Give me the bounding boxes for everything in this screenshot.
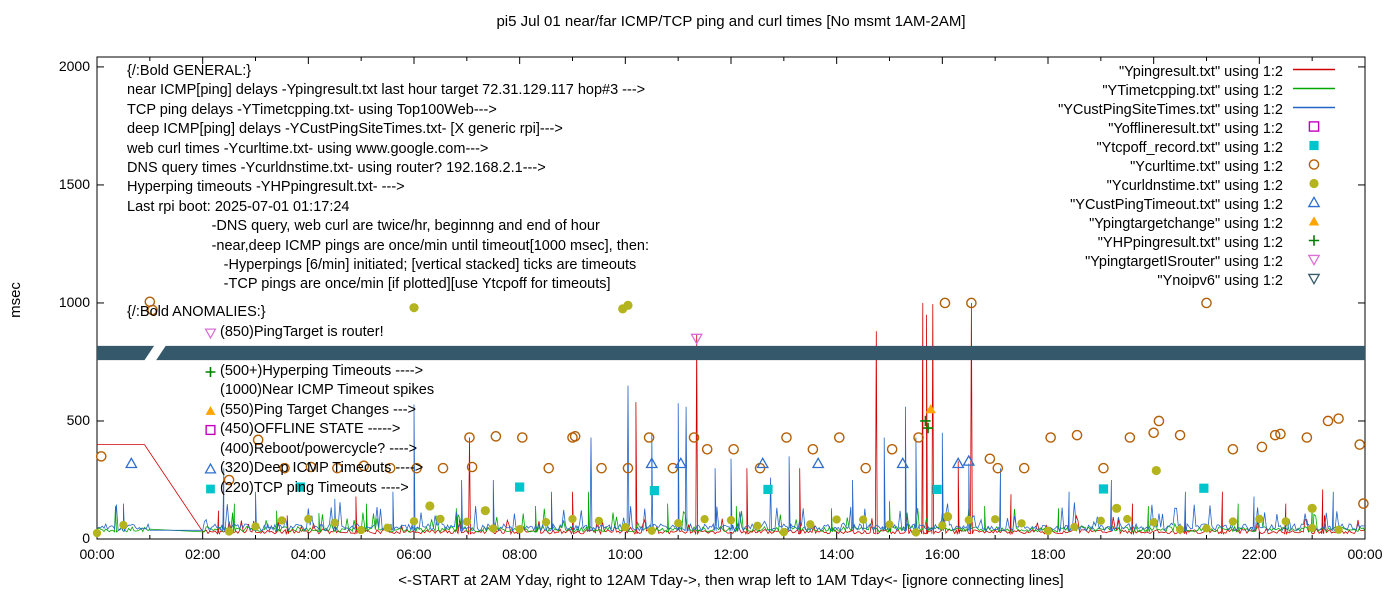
legend-entry: "Ytcpoff_record.txt" using 1:2 bbox=[1058, 138, 1336, 157]
open-square-icon bbox=[1292, 119, 1336, 138]
legend-label: "YTimetcpping.txt" using 1:2 bbox=[1102, 82, 1283, 99]
legend-entry: "YCustPingTimeout.txt" using 1:2 bbox=[1058, 195, 1336, 214]
open-up-triangle-icon bbox=[1292, 195, 1336, 214]
legend-entry: "Ypingtargetchange" using 1:2 bbox=[1058, 214, 1336, 233]
anomalies-annotations: {/:Bold ANOMALIES:} (850)PingTarget is ro… bbox=[127, 303, 434, 498]
x-axis-label: <-START at 2AM Yday, right to 12AM Tday-… bbox=[398, 572, 1064, 589]
plus-icon bbox=[1292, 233, 1336, 252]
filled-up-triangle-icon bbox=[203, 403, 220, 418]
legend-label: "Yofflineresult.txt" using 1:2 bbox=[1108, 120, 1283, 137]
open-circle-icon bbox=[1292, 157, 1336, 176]
open-up-triangle-icon bbox=[203, 461, 220, 476]
y-tick-label: 2000 bbox=[58, 57, 90, 74]
general-line: -near,deep ICMP pings are once/min until… bbox=[127, 237, 649, 254]
filled-circle-icon bbox=[1292, 176, 1336, 195]
y-tick-label: 1000 bbox=[58, 293, 90, 310]
general-line: near ICMP[ping] delays -Ypingresult.txt … bbox=[127, 82, 646, 99]
x-tick-label: 00:00 bbox=[79, 546, 115, 562]
legend-entry: "Ynoipv6" using 1:2 bbox=[1058, 271, 1336, 290]
general-line: {/:Bold GENERAL:} bbox=[127, 63, 252, 79]
open-down-triangle-icon bbox=[203, 325, 220, 340]
general-line: -TCP pings are once/min [if plotted][use… bbox=[127, 276, 611, 293]
legend-label: "Ypingtargetchange" using 1:2 bbox=[1089, 215, 1283, 232]
anomaly-row: (450)OFFLINE STATE -----> bbox=[127, 420, 434, 440]
anomaly-row: (550)Ping Target Changes ---> bbox=[127, 401, 434, 421]
line-icon bbox=[1292, 81, 1336, 100]
anomalies-header: {/:Bold ANOMALIES:} bbox=[127, 304, 266, 320]
y-tick-label: 500 bbox=[66, 411, 90, 428]
anomaly-text: (220)TCP ping Timeouts ----> bbox=[220, 479, 409, 496]
general-line: web curl times -Ycurltime.txt- using www… bbox=[127, 140, 489, 157]
plus-icon bbox=[203, 364, 220, 379]
x-tick-label: 06:00 bbox=[396, 546, 432, 562]
legend-entry: "YCustPingSiteTimes.txt" using 1:2 bbox=[1058, 100, 1336, 119]
x-tick-label: 22:00 bbox=[1241, 546, 1277, 562]
legend-entry: "YpingtargetISrouter" using 1:2 bbox=[1058, 252, 1336, 271]
x-tick-label: 02:00 bbox=[185, 546, 221, 562]
legend-entry: "Yofflineresult.txt" using 1:2 bbox=[1058, 119, 1336, 138]
general-line: TCP ping delays -YTimetcpping.txt- using… bbox=[127, 101, 497, 118]
anomaly-row bbox=[127, 342, 434, 362]
legend-label: "Ytcpoff_record.txt" using 1:2 bbox=[1096, 139, 1283, 156]
legend-entry: "Ycurldnstime.txt" using 1:2 bbox=[1058, 176, 1336, 195]
x-tick-label: 10:00 bbox=[607, 546, 643, 562]
legend-entry: "YHPpingresult.txt" using 1:2 bbox=[1058, 233, 1336, 252]
anomaly-text: (1000)Near ICMP Timeout spikes bbox=[220, 382, 435, 398]
anomaly-text: (450)OFFLINE STATE -----> bbox=[220, 421, 401, 437]
general-line: -DNS query, web curl are twice/hr, begin… bbox=[127, 218, 600, 235]
x-tick-label: 04:00 bbox=[290, 546, 326, 562]
anomaly-text: (850)PingTarget is router! bbox=[220, 323, 384, 340]
legend-label: "YCustPingSiteTimes.txt" using 1:2 bbox=[1058, 101, 1283, 118]
anomaly-row: (500+)Hyperping Timeouts ----> bbox=[127, 362, 434, 382]
legend: "Ypingresult.txt" using 1:2 "YTimetcpping… bbox=[1058, 62, 1336, 290]
general-annotations: {/:Bold GENERAL:} near ICMP[ping] delays … bbox=[127, 62, 649, 295]
anomaly-row: (400)Reboot/powercycle? ----> bbox=[127, 440, 434, 460]
filled-square-icon bbox=[1292, 138, 1336, 157]
filled-up-triangle-icon bbox=[1292, 214, 1336, 233]
legend-label: "YCustPingTimeout.txt" using 1:2 bbox=[1070, 196, 1283, 213]
legend-label: "Ynoipv6" using 1:2 bbox=[1157, 272, 1283, 289]
line-icon bbox=[1292, 62, 1336, 81]
anomaly-text: (500+)Hyperping Timeouts ----> bbox=[220, 362, 424, 379]
chart-title: pi5 Jul 01 near/far ICMP/TCP ping and cu… bbox=[496, 13, 966, 30]
legend-label: "Ycurldnstime.txt" using 1:2 bbox=[1106, 177, 1283, 194]
legend-entry: "YTimetcpping.txt" using 1:2 bbox=[1058, 81, 1336, 100]
x-tick-label: 00:00 bbox=[1347, 546, 1383, 562]
anomaly-text: (550)Ping Target Changes ---> bbox=[220, 401, 416, 418]
anomaly-row: (1000)Near ICMP Timeout spikes bbox=[127, 381, 434, 401]
x-tick-label: 08:00 bbox=[502, 546, 538, 562]
y-tick-label: 0 bbox=[82, 530, 90, 546]
legend-label: "Ycurltime.txt" using 1:2 bbox=[1130, 158, 1283, 175]
anomaly-text: (400)Reboot/powercycle? ----> bbox=[220, 440, 418, 457]
anomaly-row: (220)TCP ping Timeouts ----> bbox=[127, 479, 434, 499]
x-tick-label: 20:00 bbox=[1136, 546, 1172, 562]
general-line: Hyperping timeouts -YHPpingresult.txt- -… bbox=[127, 179, 405, 196]
anomaly-text: (320)Deep ICMP Timeouts ----> bbox=[220, 460, 424, 476]
y-tick-label: 1500 bbox=[58, 175, 90, 192]
open-down-triangle-icon bbox=[1292, 252, 1336, 271]
open-square-icon bbox=[203, 422, 220, 437]
x-tick-label: 14:00 bbox=[819, 546, 855, 562]
legend-entry: "Ycurltime.txt" using 1:2 bbox=[1058, 157, 1336, 176]
legend-label: "Ypingresult.txt" using 1:2 bbox=[1119, 63, 1283, 80]
open-down-triangle-icon bbox=[1292, 271, 1336, 290]
anomaly-row: (320)Deep ICMP Timeouts ----> bbox=[127, 459, 434, 479]
legend-entry: "Ypingresult.txt" using 1:2 bbox=[1058, 62, 1336, 81]
general-line: -Hyperpings [6/min] initiated; [vertical… bbox=[127, 257, 637, 274]
general-line: DNS query times -Ycurldnstime.txt- using… bbox=[127, 160, 546, 177]
general-line: Last rpi boot: 2025-07-01 01:17:24 bbox=[127, 198, 350, 215]
anomaly-row: (850)PingTarget is router! bbox=[127, 323, 434, 343]
legend-label: "YpingtargetISrouter" using 1:2 bbox=[1085, 253, 1283, 270]
x-tick-label: 12:00 bbox=[713, 546, 749, 562]
filled-square-icon bbox=[203, 481, 220, 496]
general-line: deep ICMP[ping] delays -YCustPingSiteTim… bbox=[127, 121, 563, 138]
x-tick-label: 18:00 bbox=[1030, 546, 1066, 562]
line-icon bbox=[1292, 100, 1336, 119]
x-tick-label: 16:00 bbox=[924, 546, 960, 562]
legend-label: "YHPpingresult.txt" using 1:2 bbox=[1097, 234, 1283, 251]
